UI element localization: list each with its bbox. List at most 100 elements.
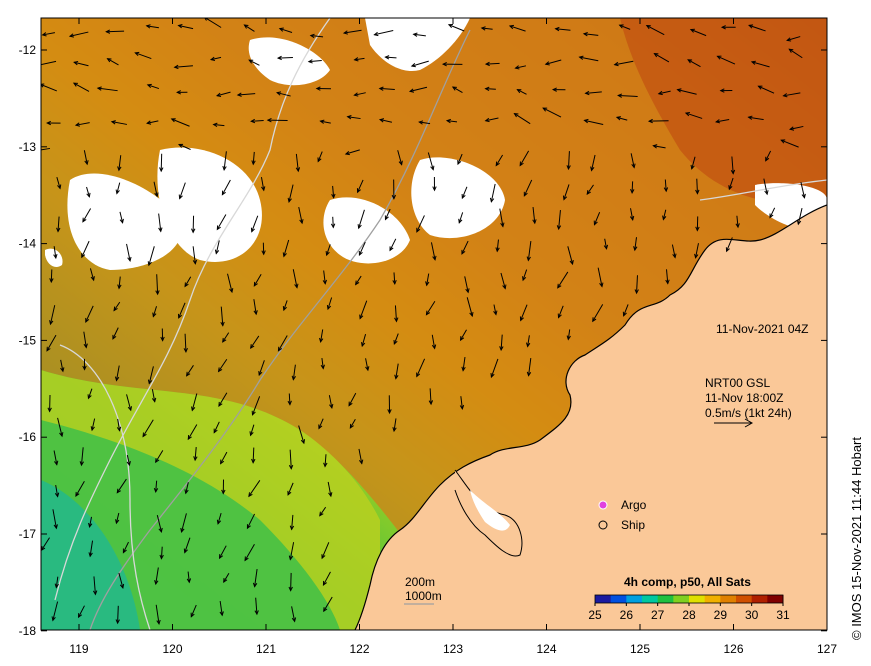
current-arrow	[696, 178, 698, 194]
current-arrow	[631, 181, 634, 193]
current-arrow-head	[349, 423, 354, 429]
current-arrow-head	[78, 613, 83, 619]
current-arrow-head	[110, 120, 116, 125]
current-arrow	[52, 509, 57, 529]
current-arrow	[56, 176, 61, 189]
current-arrow-head	[645, 25, 651, 30]
current-arrow	[557, 271, 569, 289]
current-arrow-head	[764, 190, 769, 196]
current-arrow	[358, 209, 365, 229]
current-arrow-head	[282, 252, 287, 258]
current-arrow	[89, 540, 94, 557]
current-arrow	[379, 119, 393, 123]
current-arrow	[517, 89, 527, 95]
current-arrow-head	[342, 30, 349, 35]
current-arrow-head	[86, 192, 91, 198]
current-arrow-head	[634, 289, 639, 295]
current-arrow-head	[57, 184, 62, 190]
colorbar-ticks: 25 26 27 28 29 30 31	[588, 603, 790, 622]
current-arrow-head	[68, 33, 75, 38]
current-arrow	[323, 571, 331, 586]
current-arrow	[89, 516, 93, 528]
lon-tick-label: 124	[536, 642, 556, 656]
current-arrow-head	[213, 428, 218, 434]
current-arrow	[323, 270, 326, 284]
current-arrow	[763, 178, 768, 195]
current-arrow-head	[116, 426, 122, 432]
current-arrow-head	[716, 55, 722, 60]
current-arrow	[252, 151, 255, 165]
current-arrow-head	[622, 311, 627, 317]
current-arrow	[327, 481, 332, 497]
current-arrow-head	[461, 366, 466, 372]
current-arrow	[91, 418, 96, 431]
current-arrow-head	[287, 197, 292, 203]
current-arrow-head	[592, 317, 597, 323]
current-arrow-head	[115, 519, 120, 525]
current-arrow-head	[276, 55, 282, 61]
current-arrow	[781, 139, 799, 148]
current-arrow	[227, 273, 233, 293]
current-arrow-head	[747, 115, 753, 120]
current-arrow	[42, 32, 55, 36]
current-arrow-head	[60, 367, 65, 373]
lon-tick-label: 123	[443, 642, 463, 656]
current-arrow-head	[212, 122, 218, 128]
current-arrow-head	[219, 611, 224, 617]
current-arrow-head	[82, 365, 87, 371]
current-arrow-head	[106, 58, 112, 63]
current-arrow-head	[389, 246, 394, 252]
current-arrow-head	[153, 487, 159, 493]
current-arrow	[218, 392, 228, 407]
current-arrow	[85, 305, 94, 323]
current-arrow	[57, 417, 63, 437]
current-arrow-head	[513, 112, 519, 118]
current-arrow	[283, 300, 288, 311]
lat-tick-label: -12	[19, 43, 37, 57]
current-arrow	[83, 331, 87, 348]
current-arrow	[685, 112, 703, 119]
current-arrow-head	[451, 86, 457, 91]
current-arrow	[53, 246, 57, 259]
current-arrow-head	[53, 524, 58, 530]
current-arrow	[298, 206, 303, 224]
current-arrow-head	[54, 583, 59, 589]
current-arrow	[319, 506, 327, 516]
current-arrow	[146, 25, 159, 29]
current-arrow	[616, 116, 628, 121]
current-arrow	[592, 304, 604, 322]
current-arrow	[751, 61, 770, 68]
current-arrow	[117, 418, 121, 431]
current-arrow-head	[183, 548, 188, 554]
current-arrow-head	[223, 578, 228, 584]
current-arrow	[204, 18, 222, 28]
colorbar-tick-label: 26	[620, 608, 634, 622]
current-arrow	[320, 329, 324, 342]
current-arrow-head	[309, 33, 315, 39]
current-arrow-head	[653, 53, 659, 58]
current-arrow	[426, 273, 430, 286]
current-arrow-head	[307, 59, 313, 64]
current-arrow	[185, 482, 189, 494]
lat-tick-label: -17	[19, 527, 37, 541]
current-arrow	[748, 116, 764, 121]
current-arrow	[427, 152, 434, 170]
current-arrow-head	[695, 226, 700, 232]
current-arrow	[317, 151, 323, 162]
current-arrow-head	[191, 406, 196, 412]
current-arrow	[411, 60, 429, 67]
current-arrow	[458, 212, 464, 223]
current-arrow-head	[582, 31, 588, 37]
current-arrow-head	[74, 122, 80, 127]
current-arrow	[520, 304, 528, 321]
current-arrow	[78, 605, 85, 618]
current-arrow-head	[119, 583, 125, 590]
current-scale-label: 0.5m/s (1kt 24h)	[705, 406, 792, 420]
current-arrow	[252, 396, 261, 415]
current-arrow-head	[209, 56, 216, 61]
current-arrow	[278, 335, 288, 351]
current-arrow	[116, 365, 120, 381]
current-arrow	[221, 179, 231, 195]
current-arrow	[106, 30, 125, 33]
current-arrow-head	[356, 188, 361, 194]
